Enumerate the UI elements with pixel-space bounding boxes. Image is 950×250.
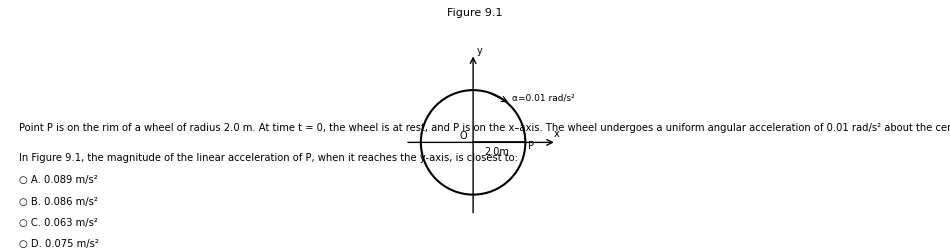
Text: In Figure 9.1, the magnitude of the linear acceleration of P, when it reaches th: In Figure 9.1, the magnitude of the line… (19, 152, 518, 162)
Text: ○ D. 0.075 m/s²: ○ D. 0.075 m/s² (19, 238, 99, 248)
Text: P: P (528, 140, 534, 150)
Text: ○ A. 0.089 m/s²: ○ A. 0.089 m/s² (19, 174, 98, 184)
Text: 2.0m: 2.0m (484, 146, 509, 156)
Text: ○ C. 0.063 m/s²: ○ C. 0.063 m/s² (19, 217, 98, 227)
Text: Figure 9.1: Figure 9.1 (447, 8, 503, 18)
Text: ○ B. 0.086 m/s²: ○ B. 0.086 m/s² (19, 196, 98, 206)
Text: Point P is on the rim of a wheel of radius 2.0 m. At time t = 0, the wheel is at: Point P is on the rim of a wheel of radi… (19, 122, 950, 132)
Text: x: x (554, 128, 560, 138)
Text: O: O (459, 131, 466, 141)
Text: y: y (477, 45, 483, 55)
Text: α=0.01 rad/s²: α=0.01 rad/s² (512, 93, 575, 102)
